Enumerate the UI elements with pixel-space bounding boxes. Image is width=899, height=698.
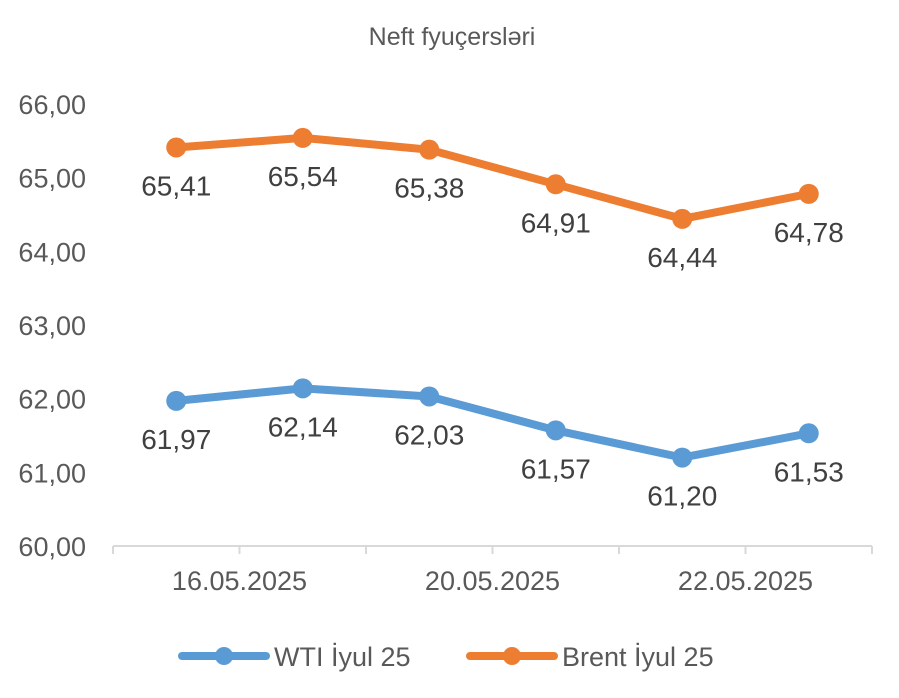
data-point: [419, 386, 440, 407]
series-layer: [166, 127, 819, 468]
data-point: [545, 174, 566, 195]
data-labels: 61,97 62,14 62,03 61,57 61,20 61,53 65,41 65,54…: [141, 161, 844, 512]
data-label: 61,20: [647, 481, 717, 512]
y-tick-label: 60,00: [18, 532, 86, 562]
data-point: [419, 139, 440, 160]
data-label: 61,53: [774, 456, 844, 487]
y-tick-label: 61,00: [18, 458, 86, 488]
legend-marker: [503, 647, 521, 665]
data-point: [672, 447, 693, 468]
y-tick-label: 63,00: [18, 311, 86, 341]
data-label: 61,57: [521, 453, 591, 484]
x-tick-label: 16.05.2025: [172, 566, 307, 596]
data-point: [292, 378, 313, 399]
data-label: 65,41: [141, 170, 211, 201]
data-label: 61,97: [141, 424, 211, 455]
x-axis: 16.05.2025 20.05.2025 22.05.2025: [112, 545, 873, 596]
y-tick-label: 66,00: [18, 90, 86, 120]
data-point: [166, 390, 187, 411]
data-point: [166, 137, 187, 158]
data-label: 65,54: [268, 161, 338, 192]
data-label: 64,44: [647, 242, 717, 273]
series-line-1: [172, 133, 813, 223]
data-point: [798, 423, 819, 444]
data-point: [672, 208, 693, 229]
x-tick-label: 22.05.2025: [678, 566, 813, 596]
data-label: 64,91: [521, 207, 591, 238]
legend-label: Brent İyul 25: [562, 641, 714, 672]
data-label: 65,38: [394, 173, 464, 204]
legend: WTI İyul 25 Brent İyul 25: [178, 641, 714, 672]
data-label: 62,03: [394, 419, 464, 450]
data-point: [798, 183, 819, 204]
data-point: [545, 420, 566, 441]
legend-marker: [215, 647, 233, 665]
series-line-0: [172, 384, 813, 462]
data-label: 64,78: [774, 217, 844, 248]
y-axis: 60,00 61,00 62,00 63,00 64,00 65,00 66,00: [18, 90, 86, 562]
data-label: 62,14: [268, 411, 338, 442]
x-tick-label: 20.05.2025: [425, 566, 560, 596]
legend-label: WTI İyul 25: [274, 641, 411, 672]
data-point: [292, 127, 313, 148]
y-tick-label: 62,00: [18, 385, 86, 415]
y-tick-label: 65,00: [18, 164, 86, 194]
y-tick-label: 64,00: [18, 237, 86, 267]
chart-title: Neft fyuçersləri: [369, 23, 536, 51]
